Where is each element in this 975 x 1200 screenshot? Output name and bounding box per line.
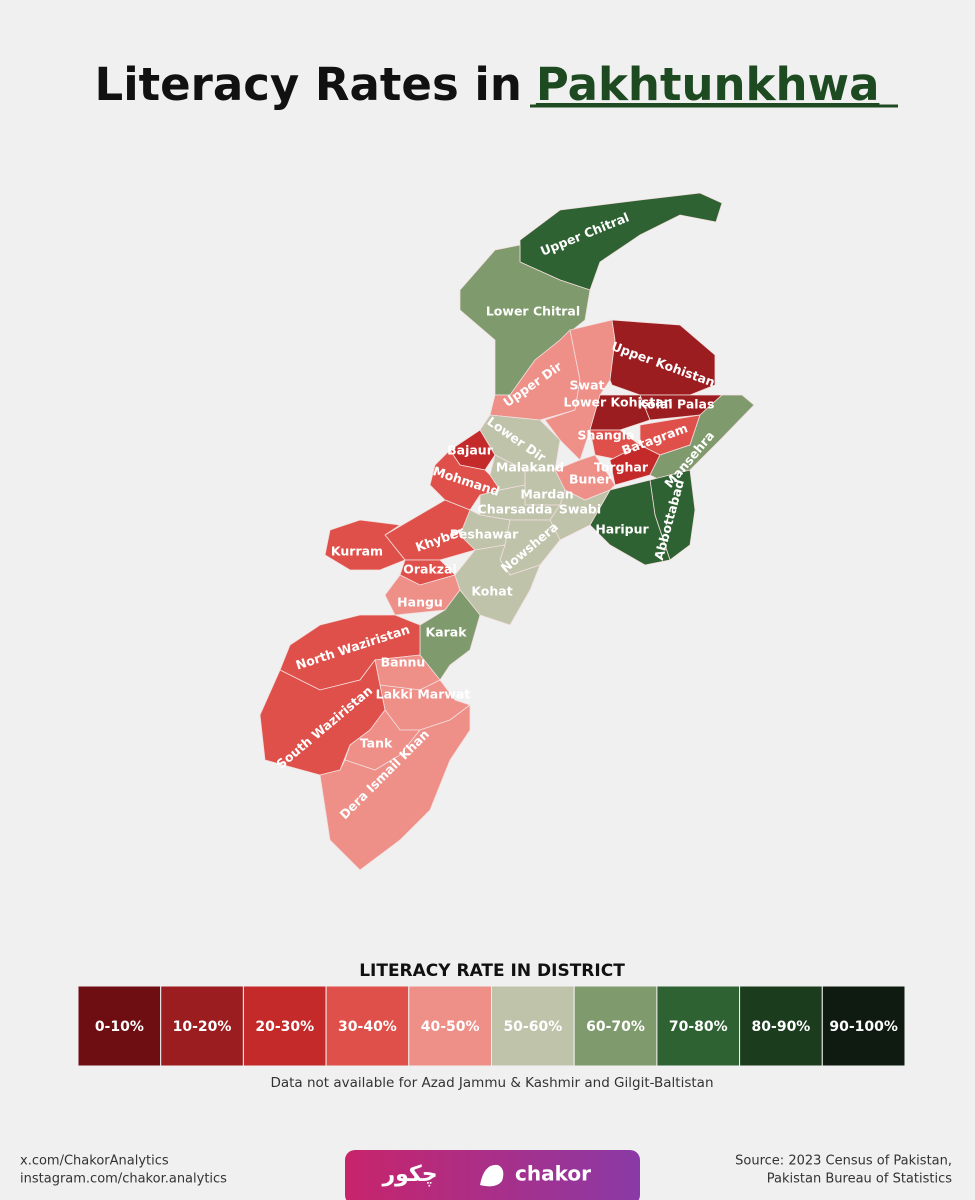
- footer-link[interactable]: x.com/ChakorAnalytics: [20, 1154, 169, 1169]
- legend-label: 60-70%: [586, 1019, 645, 1035]
- district-label: Charsadda: [478, 502, 553, 517]
- district-label: Malakand: [496, 460, 564, 475]
- district-label: Bajaur: [447, 443, 494, 458]
- district-label: Peshawar: [450, 527, 519, 542]
- legend-label: 10-20%: [173, 1019, 232, 1035]
- district: [589, 394, 651, 431]
- legend-swatch: [821, 985, 906, 1067]
- legend-label: 30-40%: [338, 1019, 397, 1035]
- legend-swatch: [160, 985, 244, 1067]
- legend-label: 90-100%: [829, 1019, 898, 1035]
- bird-icon: [480, 1164, 504, 1187]
- district: [429, 449, 501, 511]
- legend-label: 70-80%: [669, 1019, 728, 1035]
- legend-swatch: [739, 985, 823, 1067]
- brand-name: chakor: [515, 1162, 591, 1186]
- legend-swatch: [77, 985, 162, 1067]
- legend-swatch: [242, 985, 327, 1067]
- district-label: Lower Kohistan: [563, 395, 672, 410]
- legend-label: 40-50%: [421, 1019, 480, 1035]
- legend-swatch: [573, 985, 658, 1067]
- district-label: Swabi: [559, 502, 601, 517]
- district-label: Bannu: [381, 655, 426, 670]
- district-label: Mardan: [520, 487, 573, 502]
- district-label: Hangu: [397, 595, 443, 610]
- district-label: Tank: [360, 736, 393, 751]
- legend-label: 20-30%: [255, 1019, 314, 1035]
- title-lead: Literacy Rates in: [95, 58, 522, 111]
- district-label: Torghar: [594, 460, 649, 475]
- source: Source: 2023 Census of Pakistan,: [735, 1154, 952, 1169]
- legend-swatch: [408, 985, 492, 1067]
- legend-swatch: [325, 985, 410, 1067]
- district-label: Shangla: [578, 428, 635, 443]
- legend-label: 50-60%: [503, 1019, 562, 1035]
- legend: 0-10% 10-20% 20-30% 30-40% 40-50% 50-60% 60-70…: [77, 985, 906, 1067]
- title-highlight: Pakhtunkhwa: [536, 58, 880, 111]
- district-label: Swat: [570, 378, 605, 393]
- district-label: Buner: [569, 472, 612, 487]
- footer-link[interactable]: instagram.com/chakor.analytics: [20, 1172, 227, 1187]
- district-label: Kohat: [471, 584, 512, 599]
- district: [589, 479, 671, 566]
- district-label: Karak: [425, 625, 467, 640]
- district-layer: [259, 192, 755, 871]
- legend-label: 80-90%: [752, 1019, 811, 1035]
- district-label: Kolai Palas: [638, 397, 715, 412]
- district-label: Orakzai: [403, 562, 457, 577]
- legend-swatch: [656, 985, 741, 1067]
- district-label: Lakki Marwat: [376, 687, 471, 702]
- district: [319, 704, 471, 871]
- district-label: Lower Chitral: [486, 304, 580, 319]
- legend-title: LITERACY RATE IN DISTRICT: [359, 961, 625, 981]
- district-label: Haripur: [595, 522, 649, 537]
- district-label: Kurram: [331, 544, 383, 559]
- legend-label: 0-10%: [95, 1019, 144, 1035]
- source: Pakistan Bureau of Statistics: [767, 1172, 952, 1187]
- legend-note: Data not available for Azad Jammu & Kash…: [270, 1075, 713, 1091]
- brand-urdu: چکور: [381, 1162, 437, 1187]
- title: Literacy Rates in Pakhtunkhwa: [95, 58, 880, 111]
